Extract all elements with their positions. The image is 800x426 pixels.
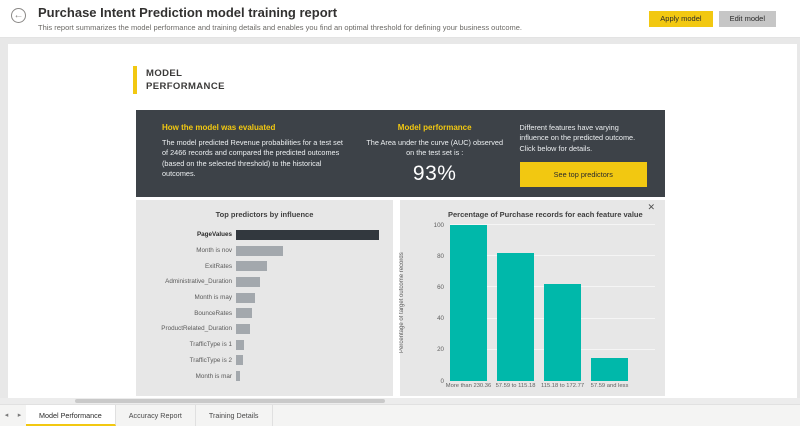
section-heading: MODEL PERFORMANCE [133, 66, 225, 94]
predictor-label: ExitRates [205, 262, 232, 270]
horizontal-scrollbar-thumb[interactable] [75, 399, 385, 403]
x-axis-tick-label: 57.59 and less [590, 383, 629, 389]
y-axis-tick-label: 60 [437, 283, 444, 291]
evaluation-summary: How the model was evaluated The model pr… [162, 123, 350, 187]
x-axis-tick-label: 115.18 to 172.77 [540, 383, 585, 389]
evaluation-body: The model predicted Revenue probabilitie… [162, 138, 343, 179]
feature-value-bar[interactable] [497, 253, 534, 381]
predictor-bar[interactable] [236, 308, 252, 319]
predictor-bar-row[interactable]: PageValues [144, 227, 385, 243]
performance-body: The Area under the curve (AUC) observed … [366, 138, 504, 158]
auc-value: 93% [412, 161, 457, 185]
y-axis-label: Percentage of target outcome records [399, 252, 405, 354]
feature-value-chart-title: Percentage of Purchase records for each … [448, 210, 643, 219]
feature-value-bar[interactable] [544, 284, 581, 381]
tab-training-details[interactable]: Training Details [196, 405, 273, 426]
predictor-label: ProductRelated_Duration [161, 325, 232, 333]
predictor-bar[interactable] [236, 323, 250, 334]
predictor-bar-row[interactable]: TrafficType is 2 [144, 353, 385, 369]
feature-value-chart: ✕ Percentage of Purchase records for eac… [399, 200, 665, 396]
predictor-bar-row[interactable]: Month is may [144, 290, 385, 306]
features-summary: Different features have varying influenc… [519, 123, 647, 188]
tab-prev-icon[interactable]: ◂ [4, 412, 9, 419]
predictor-label: Administrative_Duration [165, 278, 232, 286]
y-axis-tick-label: 20 [437, 346, 444, 354]
gridline [450, 224, 655, 225]
predictor-bar[interactable] [236, 245, 284, 256]
predictor-label: PageValues [196, 231, 232, 239]
feature-value-bar[interactable] [450, 225, 487, 381]
predictor-label: Month is nov [196, 247, 232, 255]
x-axis-tick-label: 57.59 to 115.18 [495, 383, 536, 389]
predictor-bar-row[interactable]: BounceRates [144, 305, 385, 321]
performance-summary: Model performance The Area under the cur… [362, 123, 508, 187]
features-body: Different features have varying influenc… [519, 123, 636, 153]
top-predictors-chart: Top predictors by influence PageValues Mo… [136, 200, 393, 396]
x-axis-tick-label: More than 230.36 [445, 383, 492, 389]
predictor-bar[interactable] [236, 292, 256, 303]
predictor-label: Month is mar [195, 372, 232, 380]
edit-model-button[interactable]: Edit model [718, 11, 776, 27]
predictor-bar[interactable] [236, 276, 261, 287]
predictor-label: TrafficType is 1 [189, 341, 232, 349]
predictors-bar-rows: PageValues Month is nov ExitRates Administr… [144, 227, 385, 384]
predictor-bar[interactable] [236, 261, 268, 272]
back-icon[interactable]: ← [11, 8, 26, 23]
y-axis-tick-label: 80 [437, 252, 444, 260]
gridline [450, 255, 655, 257]
predictor-bar[interactable] [236, 355, 243, 366]
apply-model-button[interactable]: Apply model [649, 11, 713, 27]
tab-model-performance[interactable]: Model Performance [26, 405, 116, 426]
page-subtitle: This report summarizes the model perform… [38, 23, 523, 32]
report-canvas: MODEL PERFORMANCE How the model was eval… [8, 44, 797, 398]
see-top-predictors-button[interactable]: See top predictors [519, 162, 647, 188]
page-tab-bar: ◂ ▸ Model Performance Accuracy Report Tr… [0, 404, 800, 426]
top-predictors-title: Top predictors by influence [215, 210, 314, 219]
y-axis-tick-label: 0 [440, 377, 444, 385]
predictor-bar-row[interactable]: Month is mar [144, 368, 385, 384]
predictor-label: BounceRates [194, 309, 232, 317]
predictor-bar-row[interactable]: ExitRates [144, 258, 385, 274]
predictor-bar-row[interactable]: Month is nov [144, 243, 385, 259]
tab-next-icon[interactable]: ▸ [17, 412, 22, 419]
feature-value-bar[interactable] [591, 357, 628, 381]
column-plot-area [450, 224, 655, 381]
predictor-label: TrafficType is 2 [189, 356, 232, 364]
predictor-bar[interactable] [236, 339, 245, 350]
section-accent-bar [133, 66, 137, 94]
page-title: Purchase Intent Prediction model trainin… [38, 5, 338, 20]
predictor-bar[interactable] [236, 371, 240, 382]
predictor-bar-row[interactable]: TrafficType is 1 [144, 337, 385, 353]
predictor-label: Month is may [194, 294, 232, 302]
predictor-bar-row[interactable]: ProductRelated_Duration [144, 321, 385, 337]
predictor-bar-row[interactable]: Administrative_Duration [144, 274, 385, 290]
predictor-bar[interactable] [236, 229, 379, 240]
performance-heading: Model performance [397, 123, 472, 132]
section-heading-line1: MODEL [146, 68, 183, 79]
close-icon[interactable]: ✕ [647, 202, 655, 212]
section-heading-line2: PERFORMANCE [146, 81, 225, 92]
y-axis-tick-label: 100 [433, 221, 444, 229]
y-axis-tick-label: 40 [437, 315, 444, 323]
report-header: ← Purchase Intent Prediction model train… [0, 0, 800, 38]
horizontal-scrollbar [0, 398, 800, 404]
tab-accuracy-report[interactable]: Accuracy Report [116, 405, 196, 426]
model-summary-panel: How the model was evaluated The model pr… [136, 110, 665, 197]
evaluation-heading: How the model was evaluated [162, 123, 276, 132]
